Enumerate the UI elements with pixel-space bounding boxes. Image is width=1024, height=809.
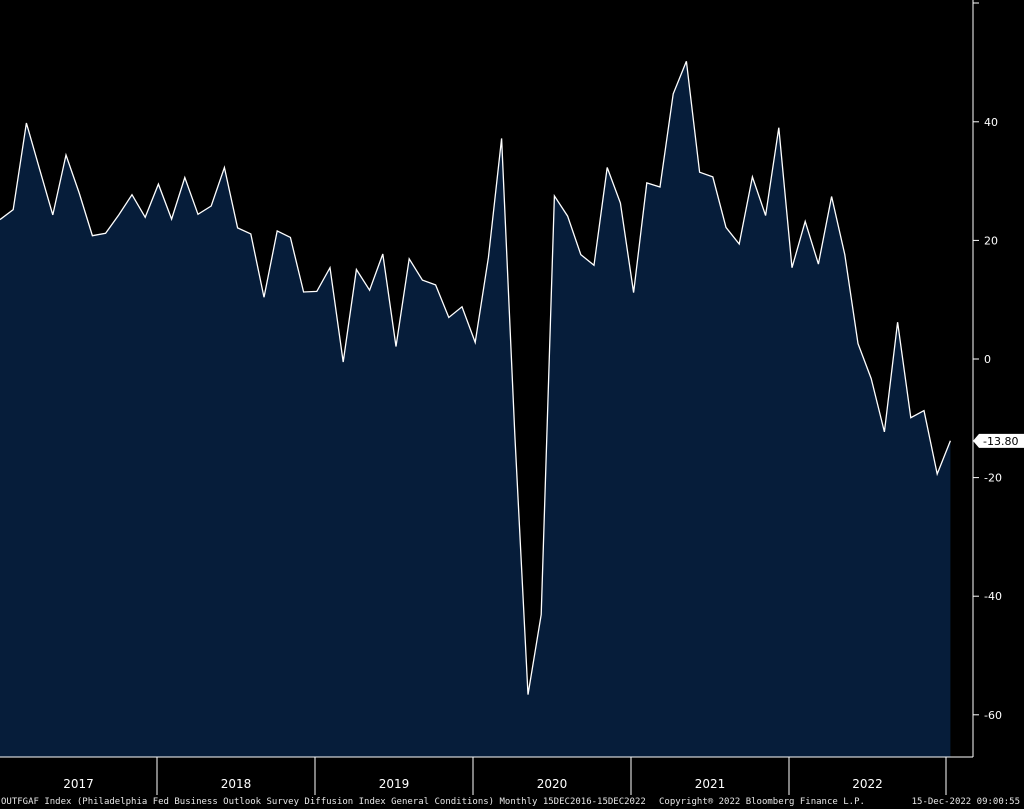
last-value-badge bbox=[973, 433, 1024, 448]
series-line bbox=[0, 61, 952, 695]
copyright-text: Copyright® 2022 Bloomberg Finance L.P. bbox=[659, 797, 865, 807]
y-tick-label-20: 20 bbox=[984, 234, 998, 247]
y-tick-label-0: 0 bbox=[984, 353, 991, 366]
x-year-label-2019: 2019 bbox=[379, 777, 410, 791]
x-year-label-2022: 2022 bbox=[852, 777, 883, 791]
timestamp: 15-Dec-2022 09:00:55 bbox=[911, 797, 1020, 807]
y-tick-label--60: -60 bbox=[984, 709, 1002, 722]
x-year-label-2020: 2020 bbox=[537, 777, 568, 791]
x-year-label-2018: 2018 bbox=[221, 777, 252, 791]
series-description: OUTFGAF Index (Philadelphia Fed Business… bbox=[1, 797, 646, 807]
x-year-label-2021: 2021 bbox=[695, 777, 726, 791]
x-year-label-2017: 2017 bbox=[63, 777, 94, 791]
last-value-label: -13.80 bbox=[983, 435, 1018, 448]
series-area bbox=[0, 61, 951, 758]
y-tick-label--20: -20 bbox=[984, 472, 1002, 485]
y-tick-label--40: -40 bbox=[984, 590, 1002, 603]
footer: OUTFGAF Index (Philadelphia Fed Business… bbox=[0, 795, 1024, 809]
y-tick-label-40: 40 bbox=[984, 116, 998, 129]
